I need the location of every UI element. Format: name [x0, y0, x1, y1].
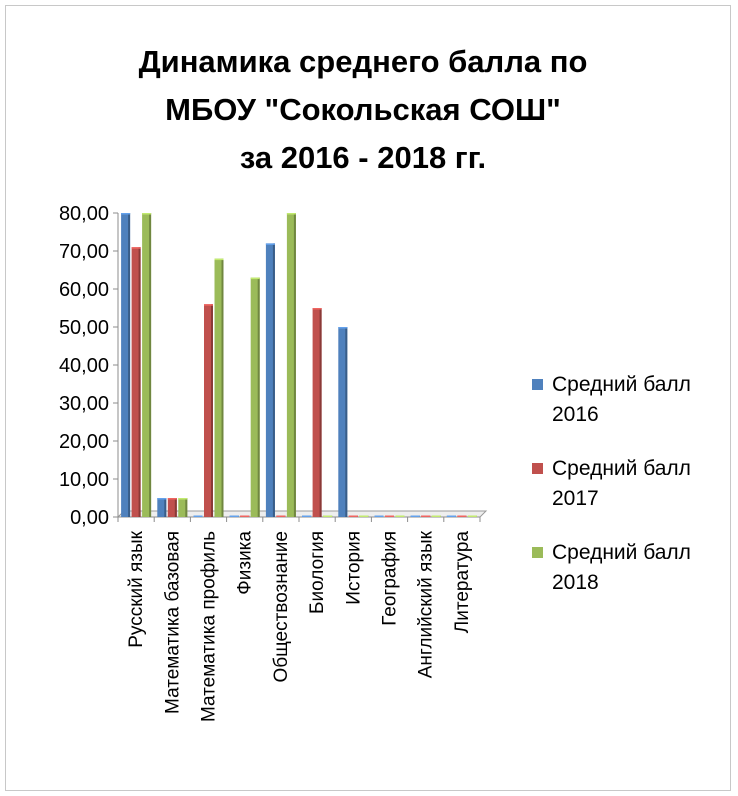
legend-item-2018: Средний балл 2018 [532, 538, 732, 622]
x-tick-label: Обществознание [271, 531, 292, 683]
bar-top [265, 243, 275, 245]
bar-top [121, 213, 131, 215]
bar-top [276, 515, 286, 517]
legend-label-2018-line2: 2018 [552, 571, 599, 594]
bar-top [359, 515, 369, 517]
bar-top [338, 327, 348, 329]
bar-top [167, 498, 177, 500]
legend-label-2016-line2: 2016 [552, 403, 599, 426]
legend-label-2017-line2: 2017 [552, 487, 599, 510]
bar [121, 213, 131, 517]
bar [178, 498, 188, 517]
bar-top [431, 515, 441, 517]
bar [338, 327, 348, 517]
bar-top [457, 515, 467, 517]
bar [265, 243, 275, 517]
y-tick-label: 30,00 [59, 393, 109, 415]
bar-top [467, 515, 477, 517]
bar [250, 277, 260, 517]
bar [312, 308, 322, 517]
bar-top [348, 515, 358, 517]
x-tick-label: Литература [452, 531, 473, 634]
bar-side [221, 258, 224, 517]
chart-legend: Средний балл 2016 Средний балл 2017 Сред… [532, 370, 732, 622]
bar-top [157, 498, 167, 500]
bar-top [193, 515, 203, 517]
bar-side [164, 498, 167, 517]
chart-title: Динамика среднего балла по МБОУ "Сокольс… [0, 38, 726, 182]
y-tick-label: 60,00 [59, 279, 109, 301]
bar-side [185, 498, 188, 517]
x-tick-label: Математика базовая [162, 531, 183, 714]
legend-label-2018-line1: Средний балл [552, 541, 691, 564]
bar-top [214, 258, 224, 261]
x-tick-label: Русский язык [126, 530, 147, 647]
bar-top [410, 515, 420, 517]
bar-side [149, 213, 152, 517]
bar-top [229, 515, 239, 517]
bar [167, 498, 177, 517]
y-tick-label: 40,00 [59, 355, 109, 377]
y-tick-label: 10,00 [59, 469, 109, 491]
chart-title-line1: Динамика среднего балла по [138, 44, 588, 79]
legend-label-2017-line1: Средний балл [552, 457, 691, 480]
bar-top [240, 515, 250, 517]
legend-label-2016-line1: Средний балл [552, 373, 691, 396]
bar-top [395, 515, 405, 517]
bar-side [211, 304, 213, 517]
bar-side [174, 498, 177, 517]
y-tick-label: 0,00 [70, 507, 109, 529]
bar-side [345, 327, 348, 517]
bar-side [272, 243, 275, 517]
bar-top [421, 515, 431, 517]
y-tick-label: 50,00 [59, 317, 109, 339]
bar-top [385, 515, 394, 517]
bar-top [178, 498, 188, 500]
bar [204, 304, 213, 517]
x-tick-label: История [343, 531, 364, 605]
legend-swatch-2017 [532, 463, 543, 474]
y-tick-label: 70,00 [59, 241, 109, 263]
bar-top [250, 277, 260, 280]
chart-title-line2: МБОУ "Сокольская СОШ" [165, 92, 561, 127]
y-tick-label: 80,00 [59, 203, 109, 225]
x-tick-label: Физика [235, 531, 256, 595]
bar-top [302, 515, 312, 517]
bar-side [138, 247, 141, 517]
bar-top [286, 213, 296, 215]
bar-top [374, 515, 384, 517]
legend-item-2017: Средний балл 2017 [532, 454, 732, 538]
bar-top [131, 247, 141, 249]
bar [131, 247, 141, 517]
x-tick-label: Биология [307, 531, 328, 614]
bar-top [323, 515, 333, 517]
bar [157, 498, 167, 517]
bar-top [312, 308, 322, 310]
bar-top [446, 515, 456, 517]
bar [214, 258, 224, 517]
bar-side [319, 308, 322, 517]
legend-item-2016: Средний балл 2016 [532, 370, 732, 454]
bar-top [142, 213, 152, 215]
bar-side [293, 213, 296, 517]
x-tick-label: Математика профиль [199, 531, 220, 722]
x-tick-label: Английский язык [416, 530, 437, 678]
bar-side [128, 213, 131, 517]
chart-title-line3: за 2016 - 2018 гг. [239, 140, 487, 175]
y-tick-label: 20,00 [59, 431, 109, 453]
legend-swatch-2016 [532, 379, 543, 390]
bar [142, 213, 152, 517]
bar [286, 213, 296, 517]
bar-top [204, 304, 213, 306]
legend-swatch-2018 [532, 547, 543, 558]
x-tick-label: География [380, 531, 401, 626]
bar-side [257, 277, 260, 517]
